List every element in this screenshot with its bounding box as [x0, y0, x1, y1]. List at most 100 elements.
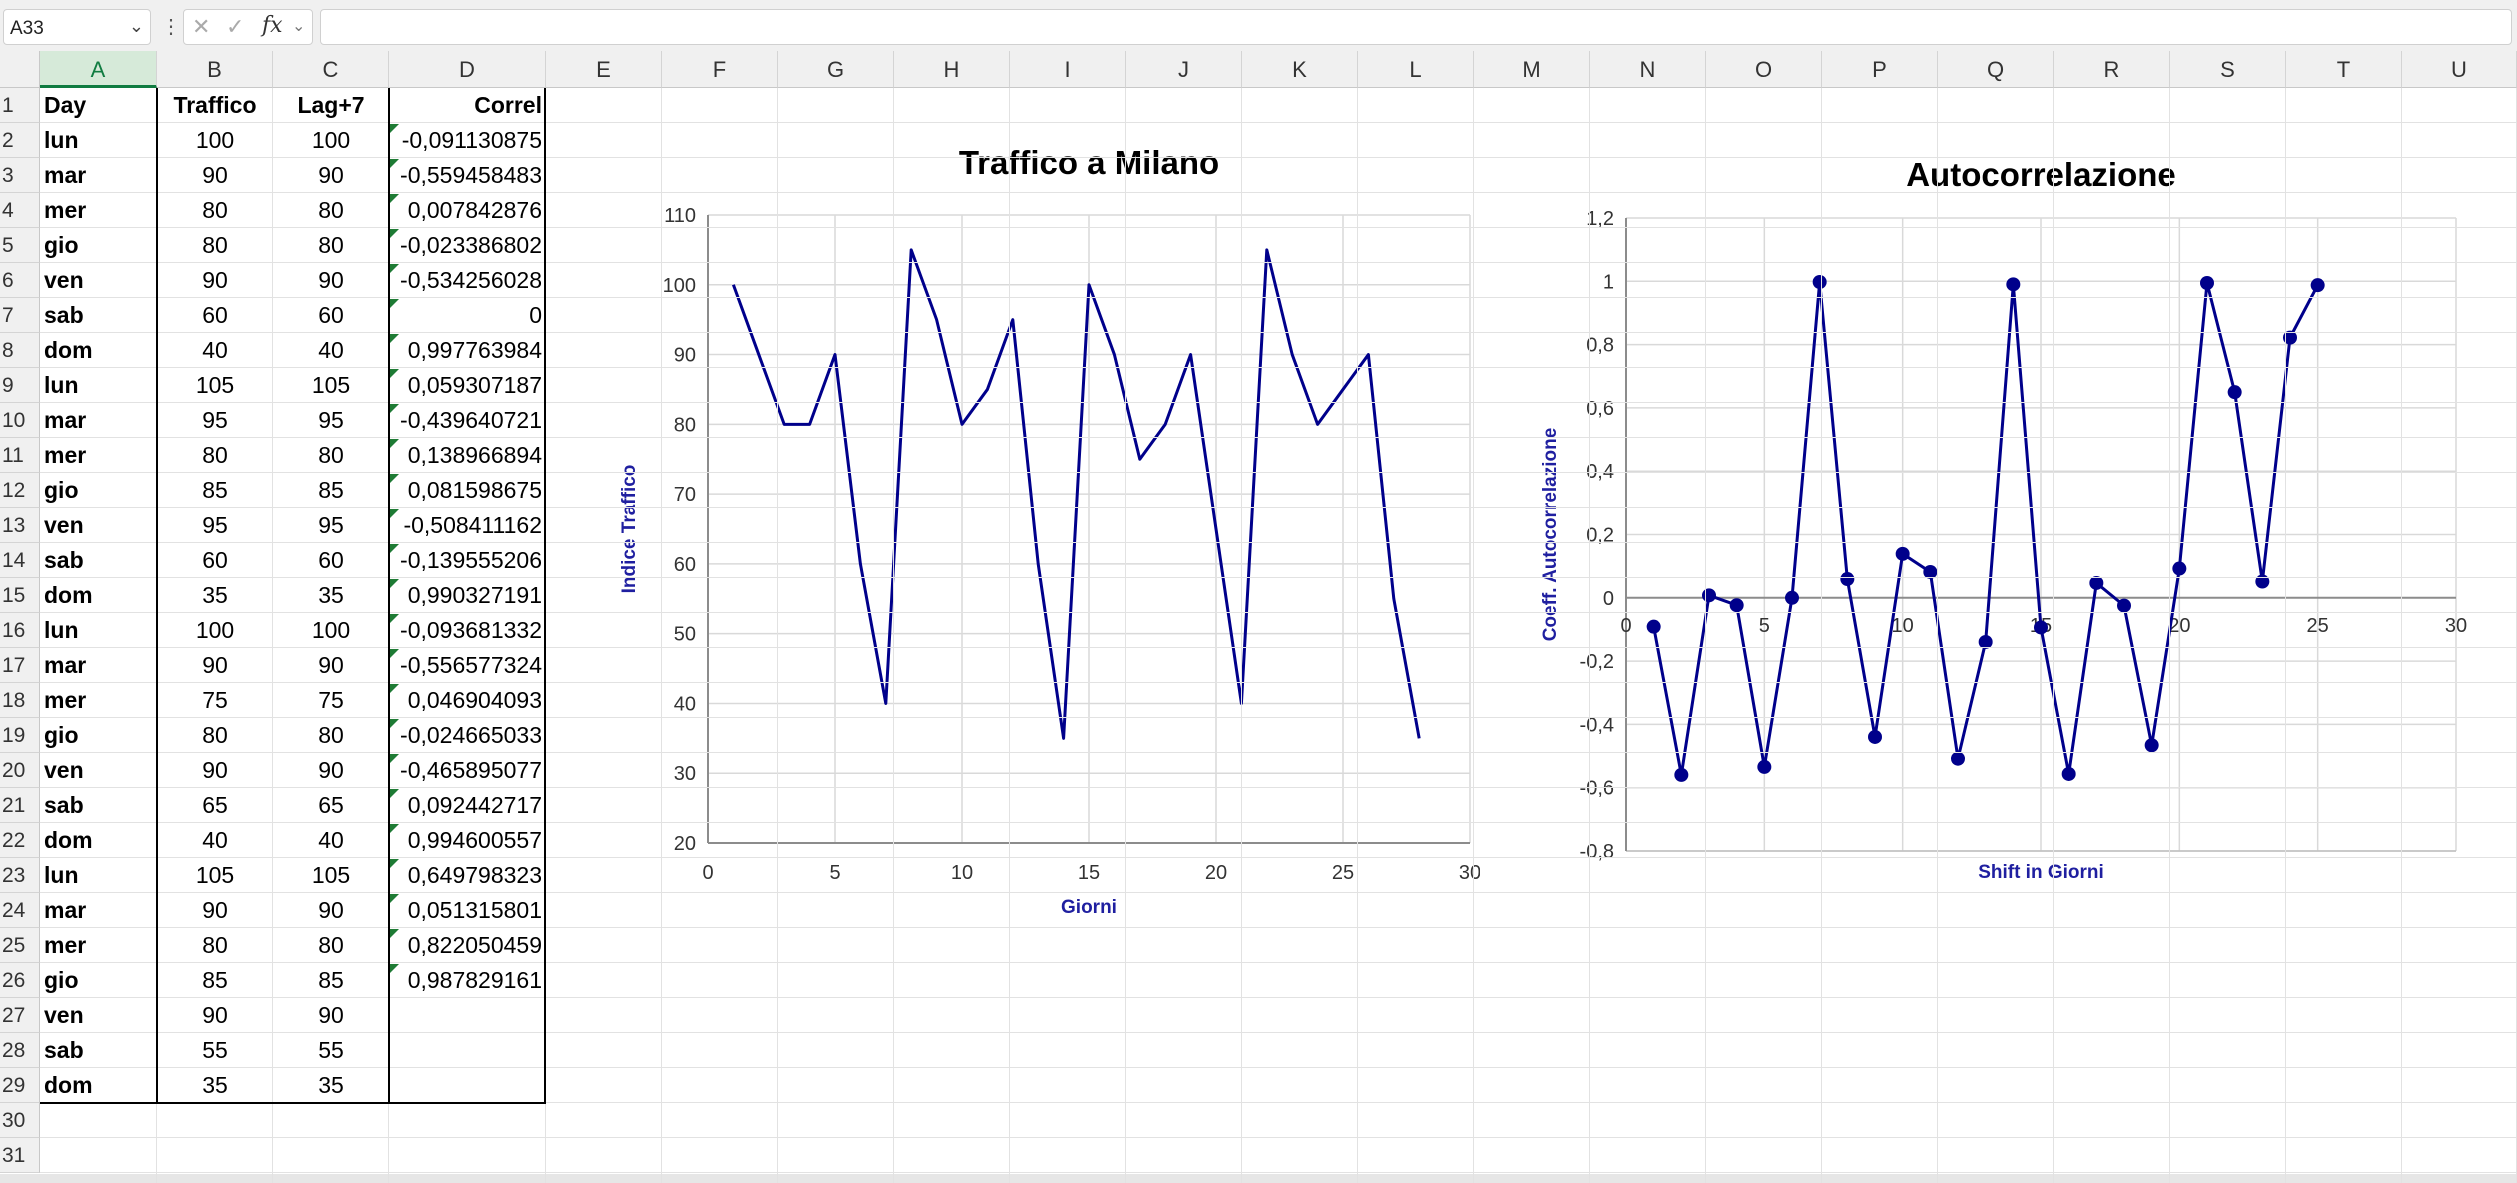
cell-day[interactable]: lun: [44, 617, 79, 643]
row-header-10[interactable]: 10: [0, 403, 40, 438]
row-header-26[interactable]: 26: [0, 963, 40, 998]
horizontal-scrollbar[interactable]: [0, 1174, 2517, 1183]
error-indicator-icon[interactable]: [390, 579, 399, 588]
header-lag7[interactable]: Lag+7: [297, 92, 365, 118]
column-header-h[interactable]: H: [894, 51, 1010, 88]
header-traffico[interactable]: Traffico: [173, 92, 257, 118]
cell-traffico[interactable]: 80: [202, 197, 228, 223]
error-indicator-icon[interactable]: [390, 299, 399, 308]
row-header-25[interactable]: 25: [0, 928, 40, 963]
cell-day[interactable]: lun: [44, 372, 79, 398]
error-indicator-icon[interactable]: [390, 544, 399, 553]
cell-lag7[interactable]: 85: [318, 967, 344, 993]
traffic-chart[interactable]: Traffico a Milano 20 30 40 50 60 70 80 90 100 110 0…: [600, 118, 1481, 938]
column-header-q[interactable]: Q: [1938, 51, 2054, 88]
column-header-a[interactable]: A: [40, 51, 157, 88]
cell-correl[interactable]: -0,559458483: [400, 162, 542, 188]
cell-traffico[interactable]: 75: [202, 687, 228, 713]
cell-correl[interactable]: -0,139555206: [400, 547, 542, 573]
cell-day[interactable]: gio: [44, 477, 79, 503]
cell-correl[interactable]: 0,997763984: [407, 337, 542, 363]
column-header-m[interactable]: M: [1474, 51, 1590, 88]
cell-day[interactable]: lun: [44, 862, 79, 888]
row-header-19[interactable]: 19: [0, 718, 40, 753]
cell-lag7[interactable]: 35: [318, 582, 344, 608]
cell-traffico[interactable]: 55: [202, 1037, 228, 1063]
error-indicator-icon[interactable]: [390, 369, 399, 378]
error-indicator-icon[interactable]: [390, 894, 399, 903]
cell-day[interactable]: mer: [44, 197, 87, 223]
cell-lag7[interactable]: 55: [318, 1037, 344, 1063]
column-header-s[interactable]: S: [2170, 51, 2286, 88]
error-indicator-icon[interactable]: [390, 824, 399, 833]
insert-function-icon[interactable]: fx: [262, 13, 283, 38]
cell-lag7[interactable]: 60: [318, 547, 344, 573]
error-indicator-icon[interactable]: [390, 754, 399, 763]
confirm-icon[interactable]: ✓: [226, 14, 245, 39]
cell-traffico[interactable]: 80: [202, 232, 228, 258]
error-indicator-icon[interactable]: [390, 719, 399, 728]
cell-day[interactable]: dom: [44, 582, 93, 608]
formula-input[interactable]: [320, 9, 2512, 45]
column-header-f[interactable]: F: [662, 51, 778, 88]
cell-lag7[interactable]: 35: [318, 1072, 344, 1098]
cell-traffico[interactable]: 80: [202, 932, 228, 958]
cell-lag7[interactable]: 40: [318, 827, 344, 853]
cell-day[interactable]: sab: [44, 302, 84, 328]
column-header-g[interactable]: G: [778, 51, 894, 88]
error-indicator-icon[interactable]: [390, 439, 399, 448]
cell-lag7[interactable]: 90: [318, 757, 344, 783]
cell-traffico[interactable]: 95: [202, 407, 228, 433]
row-header-15[interactable]: 15: [0, 578, 40, 613]
error-indicator-icon[interactable]: [390, 229, 399, 238]
cancel-icon[interactable]: ✕: [192, 14, 211, 39]
row-header-12[interactable]: 12: [0, 473, 40, 508]
cell-correl[interactable]: -0,556577324: [400, 652, 542, 678]
cell-correl[interactable]: -0,093681332: [400, 617, 542, 643]
column-header-l[interactable]: L: [1358, 51, 1474, 88]
cell-correl[interactable]: -0,024665033: [400, 722, 542, 748]
row-header-22[interactable]: 22: [0, 823, 40, 858]
row-header-23[interactable]: 23: [0, 858, 40, 893]
cell-correl[interactable]: -0,439640721: [400, 407, 542, 433]
cell-lag7[interactable]: 90: [318, 1002, 344, 1028]
cell-day[interactable]: dom: [44, 337, 93, 363]
cell-correl[interactable]: -0,534256028: [400, 267, 542, 293]
cell-lag7[interactable]: 90: [318, 652, 344, 678]
column-header-k[interactable]: K: [1242, 51, 1358, 88]
cell-day[interactable]: mar: [44, 407, 87, 433]
cell-day[interactable]: mar: [44, 162, 87, 188]
row-header-20[interactable]: 20: [0, 753, 40, 788]
cell-traffico[interactable]: 105: [195, 862, 235, 888]
cell-day[interactable]: gio: [44, 722, 79, 748]
cell-correl[interactable]: 0,092442717: [407, 792, 542, 818]
cell-traffico[interactable]: 85: [202, 477, 228, 503]
cell-correl[interactable]: 0,994600557: [407, 827, 542, 853]
cell-correl[interactable]: 0,822050459: [407, 932, 542, 958]
cell-lag7[interactable]: 75: [318, 687, 344, 713]
cell-correl[interactable]: -0,023386802: [400, 232, 542, 258]
column-header-e[interactable]: E: [546, 51, 662, 88]
cell-day[interactable]: lun: [44, 127, 79, 153]
cell-lag7[interactable]: 80: [318, 722, 344, 748]
cell-day[interactable]: dom: [44, 827, 93, 853]
column-header-t[interactable]: T: [2286, 51, 2402, 88]
cell-traffico[interactable]: 90: [202, 757, 228, 783]
cell-day[interactable]: mer: [44, 442, 87, 468]
cell-lag7[interactable]: 80: [318, 232, 344, 258]
row-header-21[interactable]: 21: [0, 788, 40, 823]
row-header-5[interactable]: 5: [0, 228, 40, 263]
error-indicator-icon[interactable]: [390, 474, 399, 483]
row-header-11[interactable]: 11: [0, 438, 40, 473]
error-indicator-icon[interactable]: [390, 334, 399, 343]
cell-traffico[interactable]: 90: [202, 652, 228, 678]
cell-day[interactable]: mar: [44, 897, 87, 923]
error-indicator-icon[interactable]: [390, 509, 399, 518]
cell-lag7[interactable]: 105: [311, 372, 351, 398]
cell-traffico[interactable]: 90: [202, 267, 228, 293]
cell-traffico[interactable]: 100: [195, 617, 235, 643]
column-header-u[interactable]: U: [2402, 51, 2517, 88]
cell-lag7[interactable]: 90: [318, 897, 344, 923]
cell-traffico[interactable]: 90: [202, 162, 228, 188]
row-header-17[interactable]: 17: [0, 648, 40, 683]
